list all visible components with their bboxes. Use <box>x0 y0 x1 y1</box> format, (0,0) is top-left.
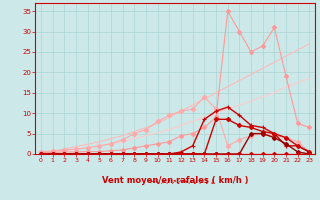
X-axis label: Vent moyen/en rafales ( km/h ): Vent moyen/en rafales ( km/h ) <box>102 176 248 185</box>
Text: →↘↗↗↗↙→↗↙↗↓↓: →↘↗↗↗↙→↗↙↗↓↓ <box>149 179 215 185</box>
